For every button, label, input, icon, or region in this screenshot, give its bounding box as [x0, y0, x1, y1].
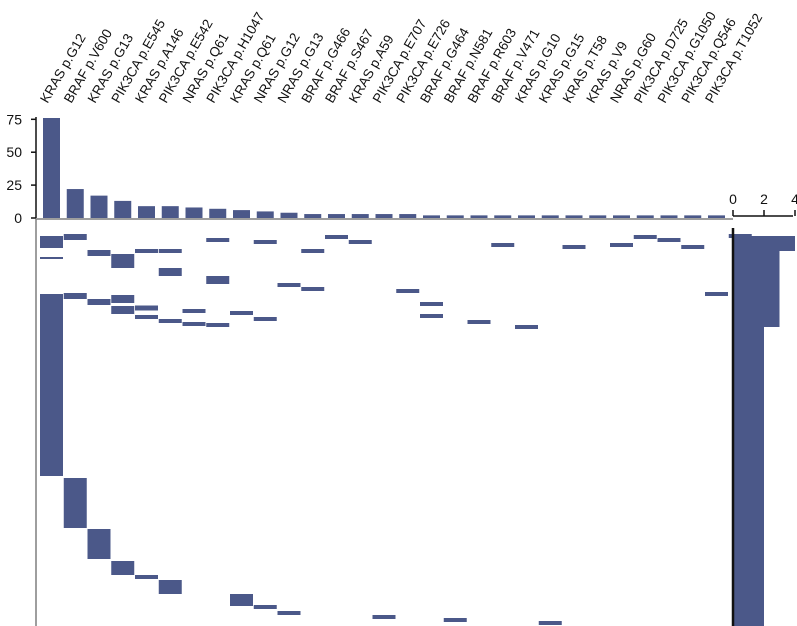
matrix-cell — [111, 561, 135, 575]
count-bar — [708, 215, 725, 218]
matrix-cell — [230, 594, 253, 606]
count-bar — [256, 211, 274, 218]
matrix-cell — [467, 320, 491, 324]
count-bar — [399, 214, 417, 218]
matrix-cell — [610, 243, 633, 247]
matrix-cell — [158, 268, 182, 276]
side-axis-tick-label: 2 — [760, 191, 768, 207]
count-bar — [138, 206, 155, 218]
matrix-cell — [562, 245, 586, 249]
matrix-cell — [705, 292, 728, 296]
count-bar — [470, 215, 488, 218]
matrix-cell — [158, 249, 182, 253]
matrix-cell — [633, 235, 657, 239]
matrix-cell — [420, 302, 443, 306]
top-axis-tick-label: 25 — [6, 177, 22, 193]
matrix-cell — [111, 254, 135, 268]
top-count-bars — [43, 118, 725, 218]
combination-matrix — [40, 234, 752, 625]
matrix-cell — [158, 319, 182, 323]
count-bar — [328, 214, 345, 218]
matrix-cell — [253, 317, 277, 321]
matrix-cell — [657, 238, 681, 242]
matrix-cell — [63, 478, 87, 528]
count-bar — [660, 215, 678, 218]
count-bar — [494, 215, 512, 218]
matrix-cell — [206, 276, 230, 284]
matrix-cell — [372, 615, 396, 619]
count-bar — [161, 206, 179, 218]
matrix-cell — [396, 289, 420, 293]
matrix-cell — [325, 235, 348, 239]
count-bar — [446, 215, 464, 218]
count-bar — [541, 215, 559, 218]
top-count-axis: 0 25 50 75 — [6, 111, 37, 226]
matrix-cell — [63, 293, 87, 299]
matrix-cell — [40, 328, 63, 476]
matrix-cell — [40, 294, 63, 330]
count-bar — [636, 215, 654, 218]
matrix-cell — [40, 257, 63, 259]
matrix-cell — [348, 240, 372, 244]
matrix-cell — [253, 605, 277, 609]
matrix-cell — [681, 245, 705, 249]
count-bar — [351, 214, 369, 218]
matrix-cell — [111, 306, 135, 314]
count-bar — [90, 195, 108, 218]
matrix-cell — [40, 236, 63, 248]
count-bar — [209, 208, 227, 218]
count-bar — [304, 214, 322, 218]
side-count-axis: 0 2 4 — [729, 191, 797, 217]
matrix-cell — [111, 295, 135, 303]
matrix-cell — [135, 575, 158, 579]
matrix-cell — [63, 234, 87, 240]
count-bar — [565, 215, 583, 218]
count-bar — [613, 215, 630, 218]
matrix-cell — [206, 323, 230, 327]
matrix-cell — [491, 243, 515, 247]
count-bar — [518, 215, 535, 218]
count-bar — [423, 215, 440, 218]
matrix-cell — [538, 621, 562, 625]
side-axis-tick-label: 0 — [729, 191, 737, 207]
matrix-cell — [182, 309, 206, 313]
matrix-cell — [277, 611, 301, 615]
matrix-cell — [301, 249, 325, 253]
count-bar — [589, 215, 607, 218]
side-count-bars — [733, 236, 795, 626]
matrix-cell — [206, 238, 230, 242]
matrix-cell — [230, 311, 253, 315]
matrix-cell — [420, 314, 443, 318]
matrix-cell — [135, 315, 158, 319]
count-bar — [66, 189, 84, 218]
count-bar — [233, 210, 250, 218]
count-bar — [375, 214, 393, 218]
count-bar — [43, 118, 60, 218]
side-count-bar — [733, 236, 749, 626]
matrix-cell — [87, 250, 111, 256]
matrix-cell — [277, 283, 301, 287]
matrix-cell — [443, 618, 467, 622]
matrix-cell — [158, 580, 182, 594]
matrix-cell — [515, 325, 538, 329]
matrix-cell — [135, 249, 158, 253]
count-bar — [185, 207, 203, 218]
matrix-cell — [301, 287, 325, 291]
top-axis-tick-label: 75 — [6, 111, 22, 127]
count-bar — [114, 200, 132, 218]
top-axis-tick-label: 50 — [6, 144, 22, 160]
matrix-cell — [87, 299, 111, 305]
top-axis-tick-label: 0 — [14, 210, 22, 226]
matrix-cell — [253, 240, 277, 244]
matrix-cell — [135, 305, 158, 311]
matrix-cell — [87, 529, 111, 559]
matrix-cell — [182, 322, 206, 326]
count-bar — [684, 215, 702, 218]
count-bar — [280, 212, 298, 218]
side-axis-tick-label: 4 — [791, 191, 797, 207]
